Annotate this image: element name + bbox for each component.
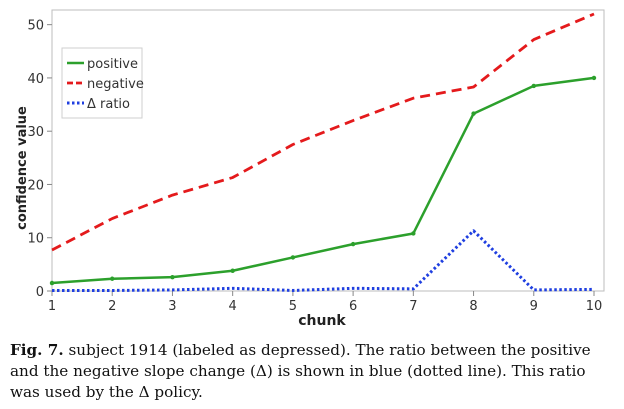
legend-label: positive xyxy=(87,57,138,72)
legend: positive negative Δ ratio xyxy=(61,47,144,119)
y-tick-label: 0 xyxy=(36,285,44,300)
data-point xyxy=(110,276,115,281)
series-line-positive xyxy=(51,76,595,285)
y-tick-label: 30 xyxy=(27,125,44,140)
data-point xyxy=(350,241,356,247)
series-line-negative xyxy=(51,12,595,252)
legend-label: negative xyxy=(87,77,144,92)
x-axis-label: chunk xyxy=(298,313,346,329)
y-tick-label: 50 xyxy=(27,19,44,34)
x-tick-label: 6 xyxy=(349,299,357,314)
figure-caption: Fig. 7. subject 1914 (labeled as depress… xyxy=(10,340,614,403)
data-point xyxy=(411,231,416,236)
x-tick-label: 3 xyxy=(168,299,176,314)
data-point xyxy=(290,255,296,260)
line-chart: 0 10 20 30 40 50 1 2 3 4 5 6 7 8 9 10 positive negative Δ… xyxy=(15,9,605,329)
x-tick-label: 10 xyxy=(586,299,603,314)
x-tick-label: 1 xyxy=(48,299,56,314)
x-tick-label: 7 xyxy=(409,299,417,314)
legend-box xyxy=(61,47,143,119)
x-tick-label: 8 xyxy=(469,299,477,314)
y-tick-label: 40 xyxy=(27,72,44,87)
plot-frame xyxy=(51,9,605,292)
series-line-ratio xyxy=(52,229,595,292)
legend-label: Δ ratio xyxy=(87,97,130,112)
data-point xyxy=(49,280,55,286)
data-point xyxy=(531,83,536,89)
data-point xyxy=(471,111,476,116)
chart-area: 0 10 20 30 40 50 1 2 3 4 5 6 7 8 9 10 positive negative Δ… xyxy=(15,9,605,329)
y-tick-label: 10 xyxy=(27,232,44,247)
x-tick-label: 4 xyxy=(229,299,237,314)
x-tick-label: 9 xyxy=(530,299,538,314)
caption-label: Fig. 7. xyxy=(10,341,64,359)
data-point xyxy=(591,75,597,81)
data-point xyxy=(230,268,235,273)
x-tick-label: 2 xyxy=(108,299,116,314)
caption-text: subject 1914 (labeled as depressed). The… xyxy=(10,341,591,401)
y-axis-label: confidence value xyxy=(15,106,30,230)
data-point xyxy=(170,274,175,280)
y-tick-label: 20 xyxy=(27,178,44,193)
x-tick-label: 5 xyxy=(289,299,297,314)
